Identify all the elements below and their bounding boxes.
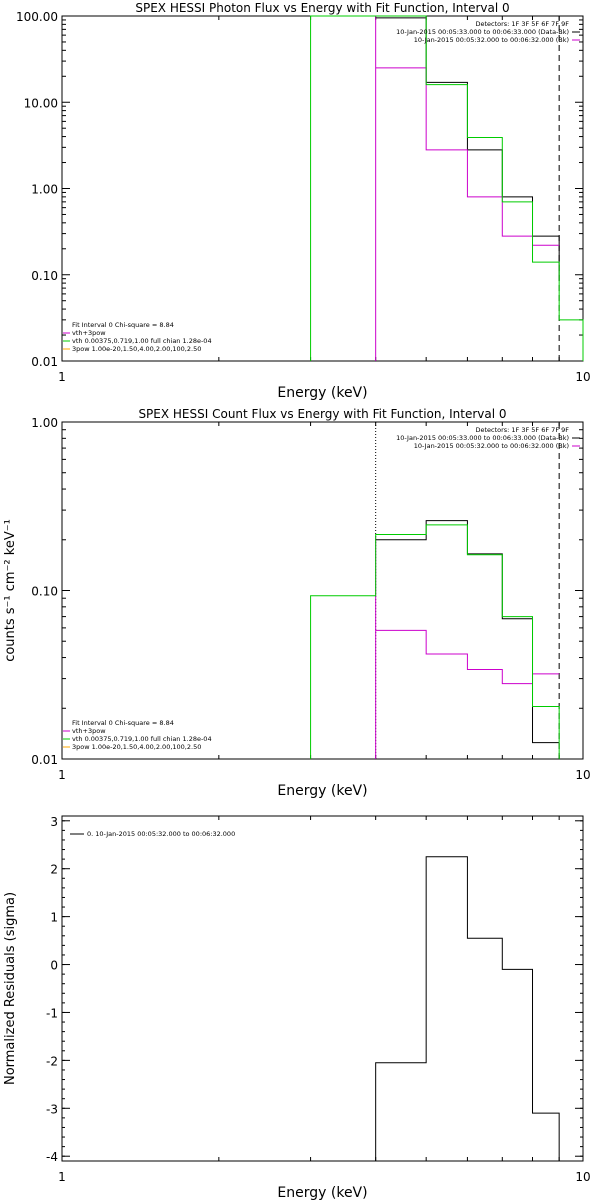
plot-frame xyxy=(61,815,584,1162)
header-line-1: Detectors: 1F 3F 5F 6F 7F 9F xyxy=(475,426,569,434)
x-tick-label: 10 xyxy=(575,370,590,384)
header-line-1: Detectors: 1F 3F 5F 6F 7F 9F xyxy=(475,20,569,28)
legend-entry-4: 3pow 1.00e-20,1.50,4.00,2.00,100,2.50 xyxy=(72,345,201,353)
x-tick-label: 1 xyxy=(58,768,66,782)
header-line-3: 10-Jan-2015 00:05:32.000 to 00:06:32.000… xyxy=(414,442,569,450)
series-3-histogram xyxy=(310,15,584,361)
y-axis-label: Normalized Residuals (sigma) xyxy=(3,892,18,1085)
y-tick-label: 10.00 xyxy=(24,96,58,110)
panel-2: SPEX HESSI Count Flux vs Energy with Fit… xyxy=(3,407,591,799)
y-tick-label: 1.00 xyxy=(31,416,58,430)
legend-entry-1: 0. 10-Jan-2015 00:05:32.000 to 00:06:32.… xyxy=(87,830,235,838)
y-tick-label: 100.00 xyxy=(16,10,58,24)
y-tick-label: 1.00 xyxy=(31,183,58,197)
header-line-2: 10-Jan-2015 00:05:33.000 to 00:06:33.000… xyxy=(396,28,569,36)
panel-1: SPEX HESSI Photon Flux vs Energy with Fi… xyxy=(16,1,591,401)
x-axis-label: Energy (keV) xyxy=(277,385,367,401)
y-tick-label: -3 xyxy=(46,1102,58,1116)
legend-entry-3: vth 0.00375,0.719,1.00 full chian 1.28e-… xyxy=(72,735,212,743)
y-tick-label: 0.01 xyxy=(31,355,58,369)
legend-entry-1: Fit Interval 0 Chi-square = 8.84 xyxy=(72,719,174,727)
y-tick-label: -1 xyxy=(46,1006,58,1020)
x-tick-label: 1 xyxy=(58,370,66,384)
plot-frame xyxy=(61,15,584,362)
x-axis-label: Energy (keV) xyxy=(277,783,367,799)
y-tick-label: 2 xyxy=(50,863,58,877)
legend-entry-2: vth+3pow xyxy=(72,727,106,735)
series-1-histogram xyxy=(375,17,560,281)
legend-entry-3: vth 0.00375,0.719,1.00 full chian 1.28e-… xyxy=(72,337,212,345)
series-1-histogram xyxy=(375,856,560,1161)
x-tick-label: 1 xyxy=(58,1170,66,1184)
legend-entry-4: 3pow 1.00e-20,1.50,4.00,2.00,100,2.50 xyxy=(72,743,201,751)
y-tick-label: 0.01 xyxy=(31,753,58,767)
series-3-histogram xyxy=(310,524,560,759)
header-line-2: 10-Jan-2015 00:05:33.000 to 00:06:33.000… xyxy=(396,434,569,442)
chart-title: SPEX HESSI Photon Flux vs Energy with Fi… xyxy=(135,1,509,15)
series-2-histogram xyxy=(375,629,560,685)
x-tick-label: 10 xyxy=(575,1170,590,1184)
y-tick-label: 0 xyxy=(50,959,58,973)
legend-entry-1: Fit Interval 0 Chi-square = 8.84 xyxy=(72,321,174,329)
plot-frame xyxy=(61,421,584,760)
y-axis-label: counts s⁻¹ cm⁻² keV⁻¹ xyxy=(3,519,18,662)
x-tick-label: 10 xyxy=(575,768,590,782)
y-tick-label: 0.10 xyxy=(31,585,58,599)
y-tick-label: 0.10 xyxy=(31,269,58,283)
x-axis-label: Energy (keV) xyxy=(277,1185,367,1200)
chart-title: SPEX HESSI Count Flux vs Energy with Fit… xyxy=(138,407,506,421)
panel-3: Energy (keV) Normalized Residuals (sigma)… xyxy=(3,815,591,1200)
y-tick-label: 3 xyxy=(50,815,58,829)
header-line-3: 10-Jan-2015 00:05:32.000 to 00:06:32.000… xyxy=(414,36,569,44)
legend-entry-2: vth+3pow xyxy=(72,329,106,337)
y-tick-label: 1 xyxy=(50,911,58,925)
y-tick-label: -4 xyxy=(46,1150,58,1164)
y-tick-label: -2 xyxy=(46,1054,58,1068)
